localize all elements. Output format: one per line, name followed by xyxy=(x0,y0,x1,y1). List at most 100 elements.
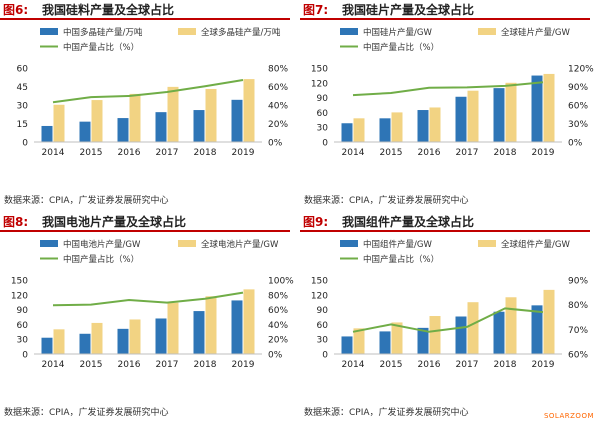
y2-tick-label: 20% xyxy=(268,336,288,346)
bar xyxy=(231,99,243,142)
figure-label: 图7: xyxy=(303,3,329,17)
x-tick-label: 2018 xyxy=(194,148,217,158)
data-source: 数据来源：CPIA，广发证券发展研究中心 xyxy=(4,408,169,418)
figure-title: 我国电池片产量及全球占比 xyxy=(42,215,187,229)
y2-tick-label: 100% xyxy=(268,277,294,287)
y2-tick-label: 60% xyxy=(268,306,288,316)
bar xyxy=(455,316,467,354)
bar xyxy=(505,297,517,354)
title-bar: 图6: 我国硅料产量及全球占比 xyxy=(0,0,290,20)
y2-tick-label: 0% xyxy=(268,139,283,149)
bar xyxy=(117,118,129,142)
y2-tick-label: 30% xyxy=(568,120,588,130)
x-tick-label: 2017 xyxy=(156,360,179,370)
chart-svg: 中国电池片产量/GW 全球电池片产量/GW 中国产量占比（%） 0 30 60 90 120 1… xyxy=(11,239,294,370)
chart-panel-polysilicon: 图6: 我国硅料产量及全球占比 中国多晶硅产量/万吨 全球多晶硅产量/万吨 中国产量… xyxy=(0,0,300,211)
x-tick-label: 2019 xyxy=(232,360,255,370)
legend-swatch xyxy=(178,240,196,247)
y-tick-label: 0 xyxy=(322,139,328,149)
bar xyxy=(493,311,505,354)
bar xyxy=(167,86,179,142)
x-tick-label: 2015 xyxy=(80,360,103,370)
y2-tick-label: 20% xyxy=(268,120,288,130)
y-tick-label: 60 xyxy=(17,321,29,331)
x-tick-label: 2019 xyxy=(532,360,555,370)
figure-title: 我国硅料产量及全球占比 xyxy=(42,3,175,17)
y2-tick-label: 90% xyxy=(568,277,588,287)
x-tick-label: 2016 xyxy=(418,148,441,158)
y-tick-label: 0 xyxy=(22,351,28,361)
bar xyxy=(129,319,141,354)
legend-swatch xyxy=(40,240,58,247)
title-bar: 图9: 我国组件产量及全球占比 xyxy=(300,212,590,232)
bar xyxy=(391,112,403,142)
bar xyxy=(391,322,403,354)
x-tick-label: 2016 xyxy=(118,360,141,370)
x-tick-label: 2015 xyxy=(380,360,403,370)
bar xyxy=(155,318,167,354)
y-tick-label: 150 xyxy=(11,277,28,287)
bar xyxy=(467,302,479,354)
bar xyxy=(341,123,353,142)
y2-tick-label: 60% xyxy=(268,83,288,93)
y-tick-label: 60 xyxy=(317,321,329,331)
y-tick-label: 90 xyxy=(317,306,329,316)
data-source: 数据来源：CPIA，广发证券发展研究中心 xyxy=(304,408,469,418)
x-tick-label: 2015 xyxy=(380,148,403,158)
y2-tick-label: 80% xyxy=(268,65,288,75)
title-bar: 图7: 我国硅片产量及全球占比 xyxy=(300,0,590,20)
legend: 中国硅片产量/GW 全球硅片产量/GW 中国产量占比（%） xyxy=(340,27,570,53)
bar xyxy=(531,305,543,354)
bar xyxy=(417,327,429,354)
chart-panel-cell: 图8: 我国电池片产量及全球占比 中国电池片产量/GW 全球电池片产量/GW 中国产… xyxy=(0,212,300,423)
bar xyxy=(417,110,429,142)
legend-entry: 全球电池片产量/GW xyxy=(201,239,279,250)
legend-entry: 中国硅片产量/GW xyxy=(363,27,432,38)
share-line xyxy=(352,81,544,97)
bar xyxy=(79,121,91,142)
bar xyxy=(193,311,205,354)
data-source: 数据来源：CPIA，广发证券发展研究中心 xyxy=(4,196,169,206)
bar xyxy=(41,125,53,142)
y2-tick-label: 0% xyxy=(268,351,283,361)
legend-entry: 中国产量占比（%） xyxy=(363,254,439,265)
legend-entry: 中国多晶硅产量/万吨 xyxy=(63,27,143,38)
y-tick-label: 30 xyxy=(17,336,29,346)
bar xyxy=(543,73,555,142)
legend: 中国电池片产量/GW 全球电池片产量/GW 中国产量占比（%） xyxy=(40,239,279,265)
x-tick-label: 2019 xyxy=(532,148,555,158)
x-tick-label: 2017 xyxy=(156,148,179,158)
figure-label: 图6: xyxy=(3,3,29,17)
y2-tick-label: 90% xyxy=(568,83,588,93)
legend-entry: 全球多晶硅产量/万吨 xyxy=(201,27,281,38)
x-tick-label: 2014 xyxy=(342,360,365,370)
bar xyxy=(167,302,179,354)
y-tick-label: 30 xyxy=(317,124,329,134)
y-tick-label: 0 xyxy=(322,351,328,361)
y-tick-label: 15 xyxy=(17,120,28,130)
bar xyxy=(353,328,365,354)
bar xyxy=(353,118,365,142)
x-tick-label: 2017 xyxy=(456,360,479,370)
bar xyxy=(243,79,255,142)
x-tick-label: 2017 xyxy=(456,148,479,158)
bar xyxy=(155,112,167,142)
y2-tick-label: 80% xyxy=(568,301,588,311)
x-tick-label: 2016 xyxy=(118,148,141,158)
bar xyxy=(379,118,391,142)
bar xyxy=(117,328,129,354)
bar xyxy=(543,289,555,354)
bar xyxy=(79,333,91,354)
bar xyxy=(91,100,103,142)
bar xyxy=(205,88,217,142)
x-tick-label: 2014 xyxy=(42,360,65,370)
legend-swatch xyxy=(478,28,496,35)
legend-entry: 全球硅片产量/GW xyxy=(501,27,570,38)
y2-tick-label: 120% xyxy=(568,65,594,75)
y2-tick-label: 70% xyxy=(568,326,588,336)
bar xyxy=(205,296,217,354)
x-tick-label: 2019 xyxy=(232,148,255,158)
x-tick-label: 2015 xyxy=(80,148,103,158)
